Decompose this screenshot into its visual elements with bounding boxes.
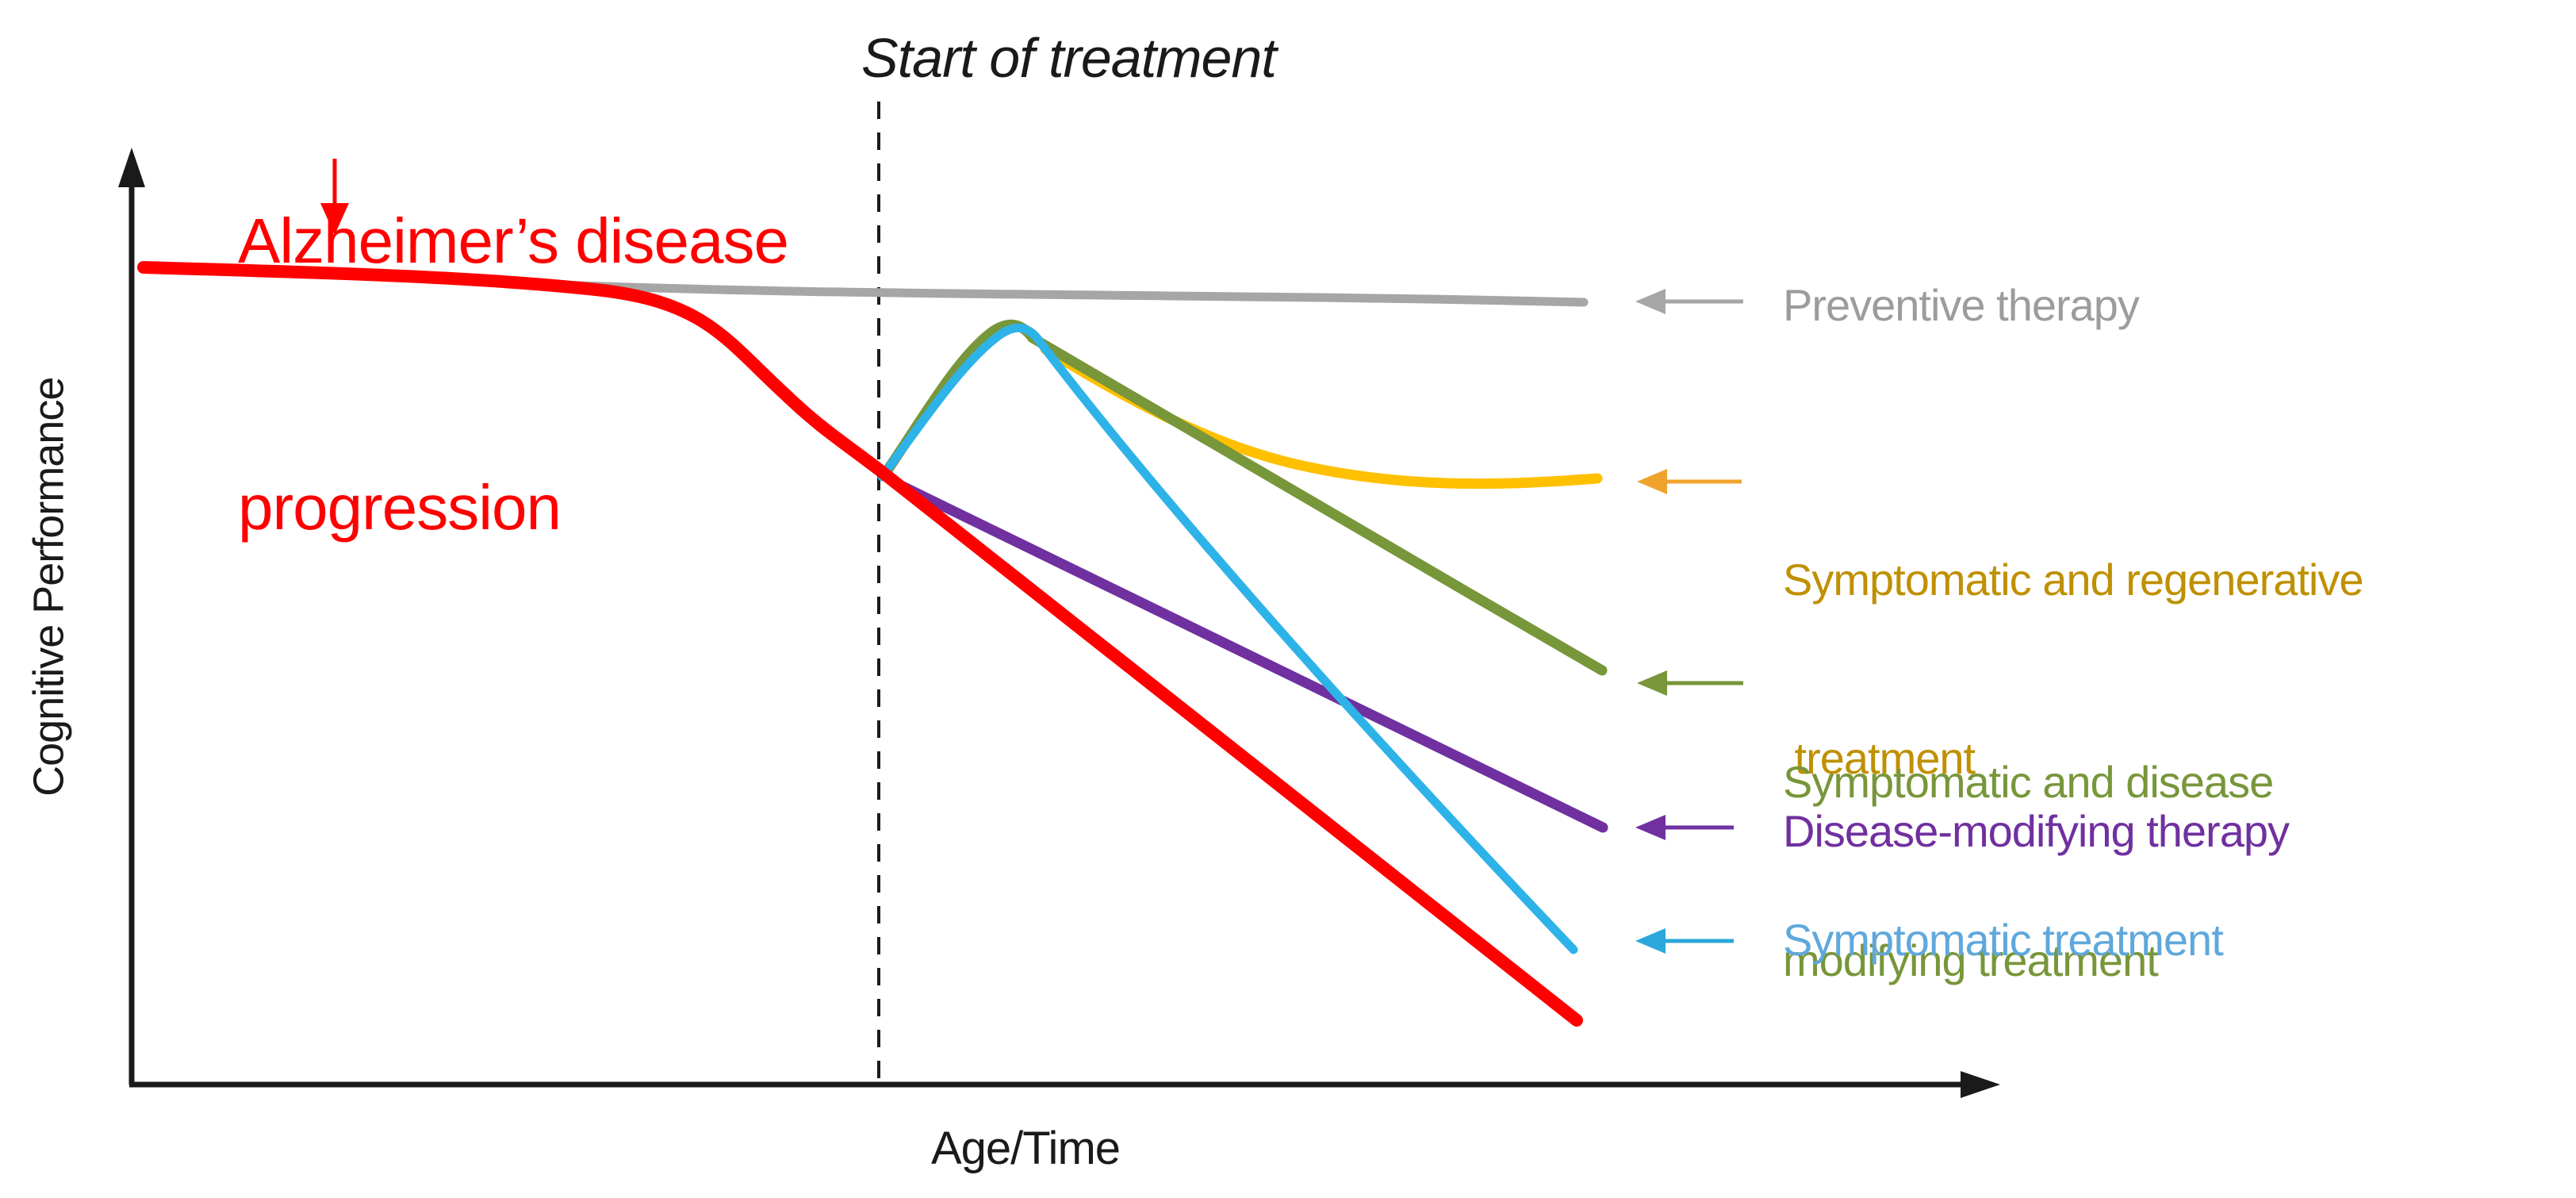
legend-label-symptomatic-disease-modifying: Symptomatic and disease modifying treatm… <box>1783 633 2274 1109</box>
symptomatic-regenerative-line <box>1040 344 1603 490</box>
legend-arrow-disease-mod <box>1635 815 1734 840</box>
legend-arrow-preventive <box>1635 289 1743 314</box>
legend-label-symptomatic-regenerative: Symptomatic and regenerative treatment <box>1783 431 2363 907</box>
left-arrow-icon <box>1637 469 1667 494</box>
legend-arrow-symptomatic <box>1635 928 1734 954</box>
alzheimers-progression-line <box>137 261 1583 1027</box>
progression-arrow-head-icon <box>320 203 349 235</box>
legend-label-line: treatment <box>1783 733 1976 784</box>
preventive-therapy-line <box>554 280 1589 307</box>
y-axis <box>118 148 145 1085</box>
legend-label-symptomatic: Symptomatic treatment <box>1783 915 2224 965</box>
legend-arrow-regenerative <box>1637 469 1742 494</box>
left-arrow-icon <box>1635 928 1666 954</box>
y-axis-label: Cognitive Performance <box>25 377 73 797</box>
left-arrow-icon <box>1637 670 1667 696</box>
progression-annotation-arrow <box>320 159 349 235</box>
x-axis <box>129 1071 2000 1098</box>
legend-arrow-disease-mod-symp <box>1637 670 1743 696</box>
legend-label-line: Symptomatic and regenerative <box>1783 555 2363 605</box>
left-arrow-icon <box>1635 815 1666 840</box>
legend-label-disease-modifying: Disease-modifying therapy <box>1783 806 2290 856</box>
progression-annotation-line2: progression <box>238 472 562 543</box>
progression-annotation-label: Alzheimer’s disease progression <box>238 19 789 730</box>
disease-modifying-therapy-line <box>895 480 1608 833</box>
x-axis-label: Age/Time <box>930 1123 1121 1174</box>
left-arrow-icon <box>1635 289 1666 314</box>
symptomatic-disease-modifying-line <box>881 319 1608 676</box>
legend-label-preventive-therapy: Preventive therapy <box>1783 280 2140 330</box>
symptomatic-treatment-line <box>877 323 1578 954</box>
legend-label-line: Symptomatic and disease <box>1783 757 2274 808</box>
start-of-treatment-label: Start of treatment <box>861 27 1277 89</box>
legend-label-line: modifying treatment <box>1783 935 2159 986</box>
progression-annotation-line1: Alzheimer’s disease <box>238 205 789 276</box>
y-axis-arrow-icon <box>118 148 145 187</box>
x-axis-arrow-icon <box>1961 1071 2000 1098</box>
